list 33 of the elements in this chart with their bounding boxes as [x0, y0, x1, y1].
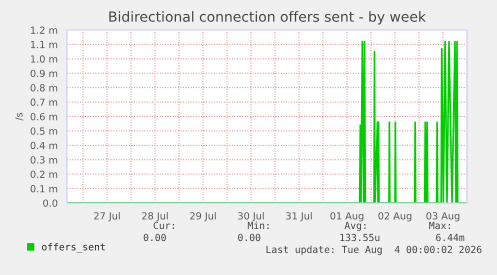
text: Last update: Tue Aug 4 00:00:02 2026: [266, 246, 482, 256]
y-tick-label: 1.2 m: [31, 26, 58, 34]
x-tick-label: 27 Jul: [94, 212, 120, 222]
legend-label: offers_sent: [42, 242, 105, 253]
text: 0.00: [144, 234, 166, 242]
x-tick-label: 01 Aug: [330, 212, 364, 222]
x-tick-label: 30 Jul: [238, 212, 264, 222]
text: 0.00: [238, 234, 260, 242]
chart-title: Bidirectional connection offers sent - by week: [109, 11, 426, 25]
x-tick-label: 03 Aug: [426, 212, 460, 222]
x-tick-label: 31 Jul: [286, 212, 312, 222]
y-tick-label: 1.0 m: [31, 55, 58, 63]
y-tick-label: 0.4 m: [30, 142, 58, 150]
y-tick-label: 0.2 m: [30, 170, 58, 178]
y-axis-title: /s: [15, 112, 24, 121]
x-tick-label: 28 Jul: [142, 212, 168, 222]
text: Avg:: [344, 222, 366, 232]
y-tick-label: 0.5 m: [30, 127, 58, 135]
y-tick-label: 0.7 m: [30, 98, 58, 106]
text: 133.55u: [340, 234, 380, 242]
y-tick-label: 0.8 m: [30, 84, 58, 92]
text: Cur:: [154, 222, 174, 230]
text: Min:: [248, 222, 269, 229]
y-tick-label: 0.9 m: [30, 70, 58, 78]
y-tick-label: 0.1 m: [30, 185, 58, 192]
y-tick-label: 0.6 m: [30, 112, 58, 120]
text: Max:: [429, 222, 450, 230]
y-tick-label: 1.1 m: [31, 41, 58, 48]
x-tick-label: 29 Jul: [190, 212, 216, 222]
y-tick-label: 0.0: [43, 199, 58, 207]
x-tick-label: 02 Aug: [378, 212, 412, 222]
text: 6.44m: [436, 234, 464, 242]
y-tick-label: 0.3 m: [30, 156, 58, 164]
